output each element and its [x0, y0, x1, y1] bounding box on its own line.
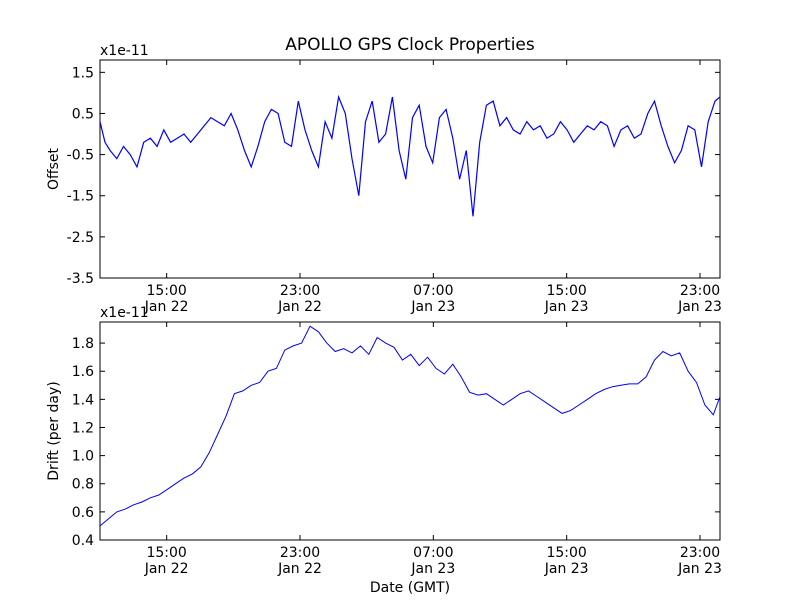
offset-ytick-label: -3.5 [67, 271, 94, 287]
drift-ytick-label: 0.6 [72, 505, 94, 521]
drift-exponent-label: x1e-11 [100, 305, 149, 321]
offset-xtick-date: Jan 23 [677, 299, 722, 315]
drift-xtick-date: Jan 22 [144, 561, 189, 577]
drift-ytick-label: 1.4 [72, 392, 94, 408]
offset-ytick-label: -0.5 [67, 148, 94, 164]
offset-ytick-label: -2.5 [67, 230, 94, 246]
drift-xtick-time: 15:00 [146, 545, 186, 561]
drift-series-line [100, 325, 720, 527]
offset-xtick-date: Jan 23 [410, 299, 455, 315]
drift-xtick-time: 07:00 [413, 545, 453, 561]
offset-xtick-time: 07:00 [413, 283, 453, 299]
offset-xtick-date: Jan 23 [544, 299, 589, 315]
offset-ytick-label: 1.5 [72, 65, 94, 81]
drift-xtick-date: Jan 23 [410, 561, 455, 577]
offset-axes-frame [99, 59, 721, 279]
drift-axes-frame [99, 321, 721, 541]
drift-ytick-label: 1.0 [72, 449, 94, 465]
drift-xtick-time: 15:00 [546, 545, 586, 561]
figure-title: APOLLO GPS Clock Properties [285, 35, 535, 55]
drift-ytick-label: 0.8 [72, 477, 94, 493]
offset-xtick-time: 15:00 [146, 283, 186, 299]
offset-xtick-time: 23:00 [280, 283, 320, 299]
offset-exponent-label: x1e-11 [100, 43, 149, 59]
drift-xtick-time: 23:00 [680, 545, 720, 561]
offset-y-axis-label: Offset [46, 147, 62, 190]
drift-xtick-date: Jan 23 [544, 561, 589, 577]
offset-series-line [100, 94, 720, 217]
offset-xtick-time: 23:00 [680, 283, 720, 299]
drift-ytick-label: 1.6 [72, 364, 94, 380]
drift-xtick-time: 23:00 [280, 545, 320, 561]
drift-ytick-label: 0.4 [72, 533, 94, 549]
drift-y-axis-label: Drift (per day) [46, 381, 62, 480]
drift-ytick-label: 1.2 [72, 420, 94, 436]
offset-ytick-label: 0.5 [72, 106, 94, 122]
offset-ytick-label: -1.5 [67, 189, 94, 205]
drift-xtick-date: Jan 22 [277, 561, 322, 577]
offset-xtick-date: Jan 22 [277, 299, 322, 315]
drift-ytick-label: 1.8 [72, 336, 94, 352]
offset-xtick-time: 15:00 [546, 283, 586, 299]
offset-xtick-date: Jan 22 [144, 299, 189, 315]
drift-xtick-date: Jan 23 [677, 561, 722, 577]
x-axis-label: Date (GMT) [370, 580, 450, 596]
